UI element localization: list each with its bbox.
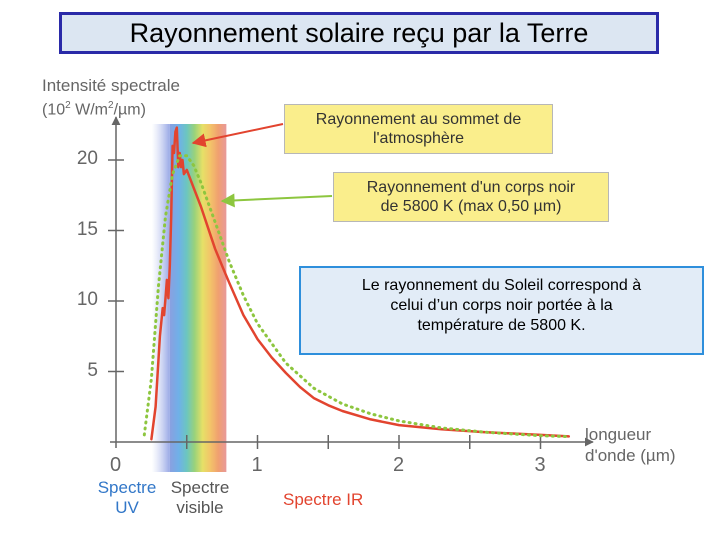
top-of-atmosphere-callout: Rayonnement au sommet de l'atmosphère: [284, 104, 553, 154]
x-axis-label: longueur d'onde (µm): [585, 425, 676, 465]
y-tick-label: 20: [76, 148, 98, 169]
slide-title: Rayonnement solaire reçu par la Terre: [59, 12, 659, 54]
info-box: Le rayonnement du Soleil correspond à ce…: [299, 266, 704, 355]
x-tick-label: 1: [251, 454, 263, 476]
y-tick-label: 15: [76, 218, 98, 240]
black-body-spectrum-line: [142, 154, 571, 439]
x-tick-label: 0: [110, 454, 122, 476]
black-body-callout: Rayonnement d'un corps noir de 5800 K (m…: [333, 172, 609, 222]
callout-arrow-blackbody: [220, 193, 333, 208]
uv-spectrum-label: Spectre UV: [97, 478, 157, 517]
measured-spectrum-line: [150, 126, 571, 441]
x-tick-label: 3: [534, 454, 546, 476]
y-axis-label: Intensité spectrale (102 W/m2/µm): [42, 76, 180, 120]
y-axis-label-units: (102 W/m2/µm): [42, 100, 146, 119]
visible-band: [169, 124, 227, 472]
y-axis-label-line1: Intensité spectrale: [42, 76, 180, 95]
callout-arrow-measured: [191, 123, 284, 148]
y-tick-label: 5: [87, 359, 98, 381]
visible-spectrum-label: Spectre visible: [170, 478, 230, 517]
x-tick-label: 2: [393, 454, 405, 476]
y-tick-label: 10: [76, 289, 98, 310]
ir-spectrum-label: Spectre IR: [283, 490, 364, 509]
